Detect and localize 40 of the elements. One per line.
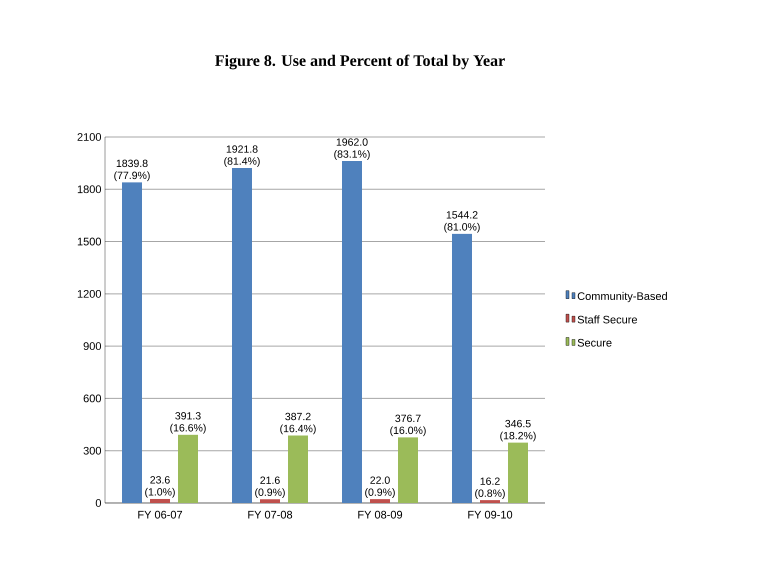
y-tick-label: 0 (96, 499, 102, 507)
legend-label: Secure (578, 338, 612, 347)
data-label: 387.2 (16.4%) (280, 412, 316, 434)
chart-title: Figure 8. Use and Percent of Total by Year (215, 54, 505, 70)
x-tick-label: FY 07-08 (248, 510, 292, 519)
data-label: 391.3 (16.6%) (170, 412, 206, 434)
y-tick-label: 2100 (78, 133, 102, 141)
data-label: 21.6 (0.9%) (255, 476, 285, 498)
data-label: 1839.8 (77.9%) (114, 160, 150, 182)
bar (480, 500, 500, 503)
bar (508, 442, 528, 503)
legend-label: Community-Based (578, 292, 667, 302)
bar (398, 437, 418, 503)
y-tick-label: 900 (84, 342, 102, 350)
y-tick-label: 1500 (78, 238, 102, 246)
data-label: 1921.8 (81.4%) (224, 145, 260, 167)
data-label: 1544.2 (81.0%) (444, 211, 480, 233)
bar (178, 434, 198, 503)
y-tick-label: 1800 (78, 185, 102, 194)
bar (452, 234, 472, 503)
bar (150, 498, 170, 503)
data-label: 23.6 (1.0%) (145, 476, 175, 498)
y-tick-label: 300 (84, 446, 102, 455)
bar (342, 161, 362, 503)
bar (288, 436, 308, 503)
y-tick-label: 1200 (78, 290, 102, 298)
bar (122, 182, 142, 503)
data-label: 1962.0 (83.1%) (334, 138, 370, 160)
bar (370, 499, 390, 503)
data-label: 346.5 (18.2%) (500, 420, 536, 442)
bar (260, 499, 280, 503)
data-label: 22.0 (0.9%) (365, 476, 395, 498)
data-label: 376.7 (16.0%) (390, 414, 426, 436)
data-label: 16.2 (0.8%) (475, 477, 505, 499)
legend-label: Staff Secure (578, 315, 638, 324)
x-tick-label: FY 09-10 (468, 510, 512, 519)
x-tick-label: FY 08-09 (358, 510, 402, 519)
bar (232, 168, 252, 503)
x-tick-label: FY 06-07 (138, 510, 182, 519)
y-tick-label: 600 (84, 394, 102, 402)
